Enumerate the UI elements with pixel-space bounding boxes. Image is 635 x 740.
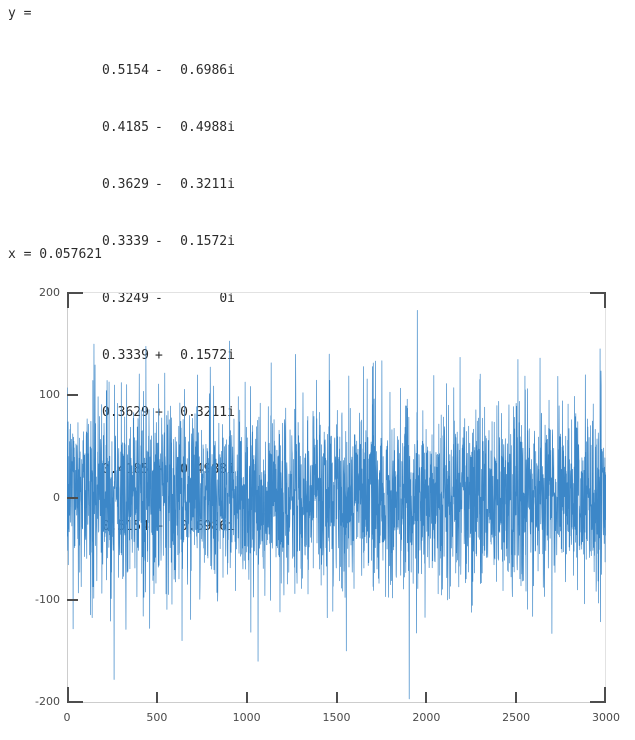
x-tick-mark xyxy=(425,692,428,703)
complex-imaginary-part: 0.6986i xyxy=(180,63,235,78)
complex-real-part: 0.3339 xyxy=(102,348,149,363)
complex-imaginary-part: 0.1572i xyxy=(180,348,235,363)
y-tick-mark xyxy=(67,394,78,397)
complex-imaginary-part: 0.4988i xyxy=(180,120,235,135)
y-tick-mark xyxy=(67,496,78,499)
complex-value-row: 0.3339 +0.1572i xyxy=(8,327,235,384)
complex-real-part: 0.3249 xyxy=(102,291,149,306)
axis-corner-top-left xyxy=(67,292,69,308)
complex-imaginary-part: 0.3211i xyxy=(180,177,235,192)
x-tick-mark xyxy=(515,692,518,703)
variable-y-label: y = xyxy=(8,6,32,21)
x-tick-label: 1500 xyxy=(322,711,351,724)
complex-real-part: 0.3339 xyxy=(102,234,149,249)
complex-value-row: 0.3339- 0.1572i xyxy=(8,213,235,270)
y-tick-label: 0 xyxy=(53,490,60,504)
variable-x-line: x = 0.057621 xyxy=(8,247,102,262)
console-output-region: y = 0.5154-0.6986i 0.4185-0.4988i 0.3629… xyxy=(0,0,635,534)
complex-value-row: 0.4185- 0.4988i xyxy=(8,99,235,156)
complex-imaginary-part: 0i xyxy=(219,291,235,306)
y-tick-label: 100 xyxy=(39,388,60,402)
y-tick-mark xyxy=(67,292,78,294)
complex-sign: - xyxy=(155,291,163,306)
complex-real-part: 0.5154 xyxy=(102,63,149,78)
complex-sign: - xyxy=(155,120,163,135)
y-tick-mark xyxy=(67,701,78,703)
x-tick-label: 2500 xyxy=(502,711,531,724)
y-tick-label: -100 xyxy=(35,592,60,606)
complex-real-part: 0.4185 xyxy=(102,120,149,135)
signal-line-series xyxy=(67,310,606,700)
plot-axis-top xyxy=(67,292,606,293)
axis-corner-top-right xyxy=(590,292,606,294)
complex-real-part: 0.3629 xyxy=(102,177,149,192)
x-tick-label: 2000 xyxy=(412,711,441,724)
x-tick-mark xyxy=(245,692,248,703)
complex-imaginary-part: 0.3211i xyxy=(180,405,235,420)
x-tick-label: 3000 xyxy=(592,711,620,724)
x-tick-mark xyxy=(335,692,338,703)
axis-corner-bottom-left xyxy=(67,687,69,703)
complex-sign: - xyxy=(155,177,163,192)
complex-value-row: 0.5154- 0.6986i xyxy=(8,42,235,99)
x-tick-label: 500 xyxy=(146,711,168,724)
signal-plot-figure: 200 100 0 -100 -200 0 500 1000 1500 2000 2500 3000 xyxy=(0,283,635,740)
y-tick-label: -200 xyxy=(35,695,60,708)
complex-value-row: 0.3629- 0.3211i xyxy=(8,156,235,213)
x-tick-label: 0 xyxy=(63,711,71,724)
x-tick-mark xyxy=(155,692,158,703)
axis-corner-bottom-right xyxy=(604,687,606,703)
axis-corner-top-right xyxy=(604,292,606,308)
complex-value-row: 0.3249- 0i xyxy=(8,270,235,327)
y-tick-label: 200 xyxy=(39,286,60,299)
complex-real-part: 0.3629 xyxy=(102,405,149,420)
complex-imaginary-part: 0.1572i xyxy=(180,234,235,249)
y-tick-mark xyxy=(67,598,78,601)
complex-sign: - xyxy=(155,63,163,78)
complex-sign: - xyxy=(155,234,163,249)
axis-corner-bottom-right xyxy=(590,701,606,703)
complex-sign: + xyxy=(155,348,163,363)
x-tick-label: 1000 xyxy=(232,711,261,724)
